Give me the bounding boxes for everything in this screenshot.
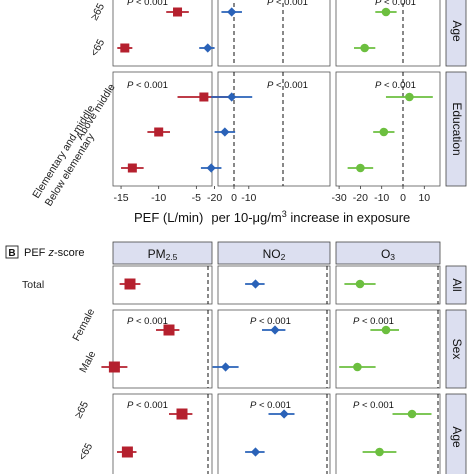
row-label: Total [22, 279, 44, 291]
row-label: ≥65 [72, 399, 91, 420]
estimate-circle [381, 325, 391, 335]
x-tick-label: -10 [241, 192, 256, 204]
x-tick-label: 10 [418, 192, 430, 204]
facet-panel [217, 71, 331, 187]
facet-panel [112, 0, 213, 67]
column-strip [112, 241, 213, 265]
facet-panel [217, 309, 331, 389]
estimate-square [120, 43, 130, 53]
p-value-label: P < 0.001 [127, 400, 168, 411]
x-tick-label: -5 [192, 192, 201, 204]
estimate-diamond [227, 7, 237, 17]
x-tick-label: -20 [207, 192, 222, 204]
x-axis-label: PEF (L/min) per 10-μg/m3 increase in expo… [134, 209, 410, 225]
p-value-label: P < 0.001 [127, 80, 168, 91]
estimate-square [124, 278, 136, 290]
facet-panel [335, 309, 441, 389]
p-value-label: P < 0.001 [250, 400, 291, 411]
row-label: ≥65 [88, 1, 107, 22]
group-strip-label: All [450, 278, 464, 291]
estimate-circle [355, 279, 365, 289]
estimate-circle [405, 92, 414, 102]
estimate-diamond [221, 362, 231, 372]
p-value-label: P < 0.001 [353, 400, 394, 411]
estimate-circle [360, 43, 369, 53]
facet-panel [217, 0, 331, 67]
group-strip-label: Age [450, 20, 464, 42]
group-strip [445, 71, 467, 187]
x-tick-label: -20 [353, 192, 368, 204]
facet-panel [217, 265, 331, 305]
p-value-label: P < 0.001 [250, 316, 291, 327]
estimate-diamond [279, 409, 289, 419]
row-label: <65 [88, 37, 107, 59]
column-strip-label: O3 [381, 247, 395, 262]
estimate-circle [353, 362, 362, 372]
estimate-diamond [220, 127, 230, 137]
estimate-square [154, 127, 164, 137]
facet-panel [335, 71, 441, 187]
column-strip [335, 241, 441, 265]
x-tick-label: -10 [374, 192, 389, 204]
facet-panel [217, 393, 331, 474]
group-strip-label: Sex [450, 339, 464, 360]
estimate-diamond [270, 325, 280, 335]
estimate-diamond [250, 447, 261, 457]
panel-letter-box [5, 245, 19, 259]
row-label: Female [70, 306, 97, 343]
estimate-square [108, 361, 120, 373]
row-label: Male [77, 349, 98, 375]
p-value-label: P < 0.001 [127, 0, 168, 8]
column-strip-label: NO2 [263, 247, 286, 262]
estimate-circle [379, 127, 389, 137]
x-tick-label: 0 [231, 192, 237, 204]
estimate-square [173, 7, 183, 17]
facet-panel [335, 393, 441, 474]
facet-panel [335, 265, 441, 305]
estimate-square [176, 408, 188, 420]
estimate-square [199, 92, 209, 102]
group-strip-label: Education [450, 102, 464, 155]
p-value-label: P < 0.001 [375, 80, 416, 91]
estimate-diamond [203, 43, 213, 53]
p-value-label: P < 0.001 [127, 316, 168, 327]
estimate-circle [381, 7, 391, 17]
group-strip-label: Age [450, 426, 464, 448]
estimate-circle [356, 163, 365, 173]
x-tick-label: -10 [151, 192, 166, 204]
group-strip [445, 393, 467, 474]
column-strip [217, 241, 331, 265]
x-tick-label: -15 [113, 192, 128, 204]
group-strip [445, 309, 467, 389]
estimate-circle [407, 409, 417, 419]
row-label: <65 [76, 441, 95, 463]
facet-panel [112, 309, 213, 389]
group-strip [445, 0, 467, 67]
estimate-square [121, 446, 133, 458]
estimate-diamond [206, 163, 216, 173]
facet-panel [112, 393, 213, 474]
p-value-label: P < 0.001 [267, 80, 308, 91]
p-value-label: P < 0.001 [353, 316, 394, 327]
estimate-diamond [250, 279, 261, 289]
panel-letter: B [8, 248, 15, 259]
estimate-circle [375, 447, 384, 457]
estimate-square [127, 163, 137, 173]
p-value-label: P < 0.001 [375, 0, 416, 8]
x-tick-label: -30 [332, 192, 347, 204]
column-strip-label: PM2.5 [148, 247, 178, 262]
estimate-diamond [227, 92, 237, 102]
group-strip [445, 265, 467, 305]
x-tick-label: 0 [400, 192, 406, 204]
p-value-label: P < 0.001 [267, 0, 308, 8]
estimate-square [163, 324, 175, 336]
panel-title: PEF z-score [24, 247, 85, 259]
